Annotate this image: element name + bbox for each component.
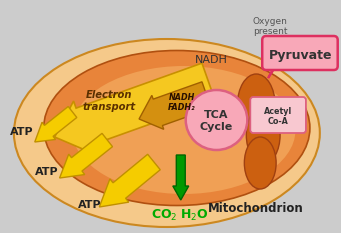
Text: FADH₂: FADH₂ xyxy=(168,103,196,113)
Text: H$_2$O: H$_2$O xyxy=(180,207,209,223)
FancyArrow shape xyxy=(173,155,189,200)
FancyArrow shape xyxy=(35,106,77,142)
FancyArrow shape xyxy=(60,133,113,178)
Text: transport: transport xyxy=(83,102,136,112)
Text: ATP: ATP xyxy=(35,167,59,177)
Text: CO$_2$: CO$_2$ xyxy=(151,207,177,223)
Text: Electron: Electron xyxy=(86,90,133,100)
FancyBboxPatch shape xyxy=(262,36,338,70)
Text: Cycle: Cycle xyxy=(200,122,233,132)
FancyArrow shape xyxy=(139,82,211,129)
Text: TCA: TCA xyxy=(204,110,229,120)
Text: Acetyl: Acetyl xyxy=(264,107,292,116)
FancyBboxPatch shape xyxy=(250,97,306,133)
Ellipse shape xyxy=(14,39,320,227)
Text: NADH: NADH xyxy=(168,93,195,102)
Ellipse shape xyxy=(186,90,247,150)
Polygon shape xyxy=(268,66,276,78)
Ellipse shape xyxy=(44,51,310,206)
Text: ATP: ATP xyxy=(78,200,101,210)
Ellipse shape xyxy=(72,66,296,194)
Ellipse shape xyxy=(237,74,275,136)
Ellipse shape xyxy=(244,137,276,189)
FancyArrow shape xyxy=(55,63,215,153)
Text: Co-A: Co-A xyxy=(268,117,288,127)
Text: Oxygen: Oxygen xyxy=(253,17,287,27)
Text: Pyruvate: Pyruvate xyxy=(269,48,333,62)
Text: Mitochondrion: Mitochondrion xyxy=(207,202,303,215)
Text: NADH: NADH xyxy=(195,55,228,65)
Text: ATP: ATP xyxy=(10,127,34,137)
FancyArrow shape xyxy=(99,154,160,207)
Text: present: present xyxy=(253,27,287,37)
Ellipse shape xyxy=(246,106,280,164)
